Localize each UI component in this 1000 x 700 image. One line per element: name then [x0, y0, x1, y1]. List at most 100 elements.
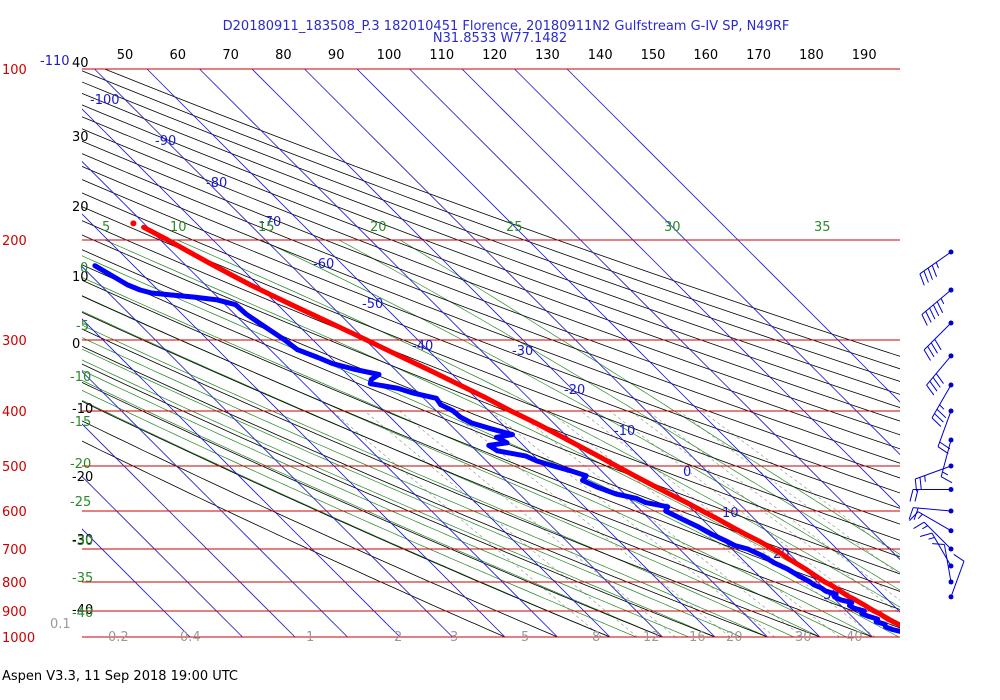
wind-barb [914, 463, 954, 492]
pressure-label: 600 [2, 505, 27, 520]
moist-adiabat-line [82, 277, 873, 637]
isotherm-line [251, 69, 821, 637]
pressure-label: 500 [2, 460, 27, 475]
dry-adiabat-line [82, 92, 900, 395]
isotherm-label: -70 [260, 215, 281, 230]
moist-adiabat-line [82, 390, 637, 637]
dry-adiabat-line [82, 249, 900, 575]
isotherm-label: -40 [412, 339, 433, 354]
mixing-ratio-label: 1 [306, 630, 314, 645]
pressure-label: 900 [2, 605, 27, 620]
top-axis-tick: 160 [693, 48, 718, 63]
dry-adiabat-label: 40 [72, 56, 89, 71]
dry-adiabat-line [82, 153, 900, 464]
moist-adiabat-label: 30 [664, 220, 681, 235]
top-axis-tick: 80 [275, 48, 292, 63]
top-axis-tick: 150 [641, 48, 666, 63]
temperature-profile-line [141, 224, 900, 628]
chart-title: D20180911_183508_P.3 182010451 Florence,… [223, 19, 790, 34]
top-axis-tick: 170 [746, 48, 771, 63]
dry-adiabat-line [82, 345, 769, 637]
wind-barb [932, 543, 954, 585]
moist-adiabat-label: 15 [258, 220, 275, 235]
mixing-ratio-line [489, 410, 776, 637]
dry-adiabat-line [82, 420, 559, 637]
moist-adiabat-line [399, 239, 900, 555]
mixing-ratio-label: 0.1 [50, 617, 71, 632]
wind-barb [926, 353, 954, 396]
isotherm-line [461, 69, 900, 508]
isotherm-label: -30 [512, 344, 533, 359]
isolated-temperature-point [130, 220, 137, 227]
isotherm-line [356, 69, 900, 613]
isotherm-line [82, 160, 558, 637]
isotherm-label: -50 [362, 297, 383, 312]
moist-adiabat-label: 10 [170, 220, 187, 235]
moist-adiabat-line [338, 239, 900, 574]
dry-adiabat-line [82, 116, 900, 422]
mixing-ratio-label: 3 [450, 630, 458, 645]
isotherm-label: -20 [564, 383, 585, 398]
mixing-ratio-label: 12 [643, 630, 660, 645]
chart-subtitle: N31.8533 W77.1482 [433, 31, 567, 46]
moist-adiabat-label: -10 [70, 370, 91, 385]
isotherm-line [82, 370, 348, 637]
footer-version: Aspen V3.3, 11 Sep 2018 19:00 UTC [2, 669, 239, 684]
top-axis-tick: 50 [117, 48, 134, 63]
wind-barb [913, 521, 954, 552]
top-axis-tick: 100 [377, 48, 402, 63]
isotherm-line [409, 69, 900, 561]
isotherm-line [566, 69, 900, 403]
top-axis-tick: 120 [482, 48, 507, 63]
dry-adiabat-line [82, 400, 612, 637]
top-axis-tick: 90 [328, 48, 345, 63]
moist-adiabat-label: 0 [80, 261, 88, 276]
moist-adiabat-label: -15 [70, 415, 91, 430]
wind-barb [909, 511, 954, 534]
dry-adiabat-line [82, 382, 664, 637]
wind-barb [921, 287, 954, 326]
mixing-ratio-label: 30 [795, 630, 812, 645]
dry-adiabat-line [82, 128, 900, 436]
pressure-label: 200 [2, 234, 27, 249]
dewpoint-profile-line [92, 263, 900, 634]
moist-adiabat-label: 20 [370, 220, 387, 235]
dry-adiabat-line [82, 166, 900, 479]
isotherm-label: -60 [313, 257, 334, 272]
top-axis-tick: 70 [222, 48, 239, 63]
moist-adiabat-label: -20 [70, 457, 91, 472]
isotherm-line [199, 69, 768, 637]
wind-barb [948, 553, 965, 600]
wind-barb [923, 320, 954, 361]
dry-adiabat-line [82, 192, 900, 509]
isotherm-line [82, 108, 611, 637]
dry-adiabat-line [82, 206, 900, 525]
dry-adiabat-line [82, 440, 506, 637]
dry-adiabat-label: -40 [72, 603, 93, 618]
mixing-ratio-label: 0.2 [108, 630, 129, 645]
dry-adiabat-line [82, 279, 900, 610]
pressure-extra-label: -110 [40, 54, 70, 69]
mixing-ratio-label: 0.4 [180, 630, 201, 645]
moist-adiabat-label: -25 [70, 495, 91, 510]
dry-adiabat-line [82, 140, 900, 450]
top-axis-tick: 60 [170, 48, 187, 63]
isotherm-line [82, 528, 191, 637]
dry-adiabat-label: -30 [72, 533, 93, 548]
moist-adiabat-label: -30 [72, 534, 93, 549]
dry-adiabat-line [82, 295, 900, 629]
mixing-ratio-label: 20 [726, 630, 743, 645]
moist-adiabat-label: -5 [76, 319, 89, 334]
top-axis-tick: 190 [852, 48, 877, 63]
mixing-ratio-label: 40 [846, 630, 863, 645]
mixing-ratio-label: 5 [521, 630, 529, 645]
pressure-label: 1000 [2, 631, 35, 646]
isotherm-line [304, 69, 873, 637]
dry-adiabat-line [82, 70, 900, 370]
wind-barb [908, 507, 954, 520]
dry-adiabat-line [82, 81, 900, 382]
top-axis-tick: 110 [429, 48, 454, 63]
pressure-label: 300 [2, 334, 27, 349]
dry-adiabat-line [82, 234, 900, 558]
isotherm-label: -80 [206, 176, 227, 191]
